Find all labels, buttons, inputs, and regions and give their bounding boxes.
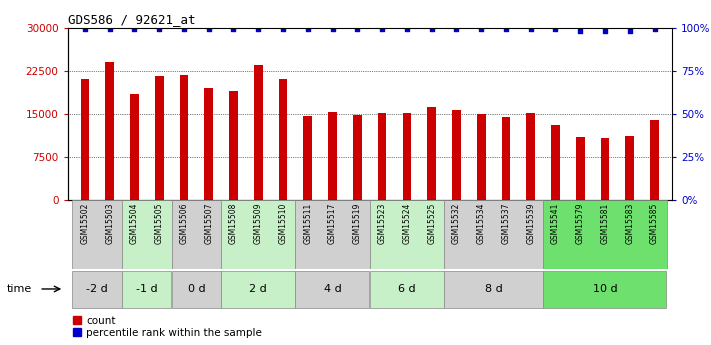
Bar xyxy=(171,271,220,308)
Bar xyxy=(378,113,387,200)
Text: GSM15532: GSM15532 xyxy=(452,203,461,244)
Text: GSM15534: GSM15534 xyxy=(476,203,486,244)
Text: GSM15579: GSM15579 xyxy=(576,203,584,244)
Point xyxy=(302,27,314,32)
Point xyxy=(426,27,437,32)
Text: GSM15581: GSM15581 xyxy=(601,203,609,244)
Bar xyxy=(130,94,139,200)
Point xyxy=(476,27,487,32)
Bar xyxy=(543,271,666,308)
Text: GSM15503: GSM15503 xyxy=(105,203,114,244)
Point xyxy=(550,27,561,32)
Point xyxy=(154,27,165,32)
Point xyxy=(203,27,215,32)
Point xyxy=(228,27,239,32)
Bar xyxy=(221,271,295,308)
Bar xyxy=(370,200,444,269)
Bar xyxy=(626,136,634,200)
Point xyxy=(376,27,387,32)
Bar xyxy=(221,200,295,269)
Point xyxy=(401,27,412,32)
Legend: count, percentile rank within the sample: count, percentile rank within the sample xyxy=(73,316,262,338)
Point xyxy=(352,27,363,32)
Text: GSM15539: GSM15539 xyxy=(526,203,535,244)
Bar xyxy=(444,271,542,308)
Point xyxy=(451,27,462,32)
Point xyxy=(129,27,140,32)
Text: 4 d: 4 d xyxy=(324,284,341,294)
Text: -2 d: -2 d xyxy=(87,284,108,294)
Bar xyxy=(180,75,188,200)
Bar xyxy=(502,117,510,200)
Bar xyxy=(122,200,171,269)
Bar xyxy=(576,137,584,200)
Bar xyxy=(80,79,89,200)
Bar xyxy=(155,77,164,200)
Text: 10 d: 10 d xyxy=(593,284,617,294)
Text: GSM15507: GSM15507 xyxy=(204,203,213,244)
Text: GSM15504: GSM15504 xyxy=(130,203,139,244)
Bar xyxy=(73,200,122,269)
Point xyxy=(277,27,289,32)
Bar xyxy=(122,271,171,308)
Point xyxy=(104,27,115,32)
Text: GSM15509: GSM15509 xyxy=(254,203,263,244)
Bar xyxy=(254,65,262,200)
Text: GSM15537: GSM15537 xyxy=(501,203,510,244)
Bar xyxy=(304,116,312,200)
Text: 2 d: 2 d xyxy=(250,284,267,294)
Bar xyxy=(204,88,213,200)
Bar xyxy=(105,62,114,200)
Text: GSM15525: GSM15525 xyxy=(427,203,436,244)
Text: 6 d: 6 d xyxy=(398,284,416,294)
Point xyxy=(79,27,90,32)
Bar xyxy=(651,120,659,200)
Bar xyxy=(444,200,543,269)
Text: GSM15506: GSM15506 xyxy=(179,203,188,244)
Text: GSM15523: GSM15523 xyxy=(378,203,387,244)
Text: GSM15505: GSM15505 xyxy=(155,203,164,244)
Point xyxy=(501,27,512,32)
Point xyxy=(599,28,611,34)
Text: GSM15583: GSM15583 xyxy=(625,203,634,244)
Bar xyxy=(279,79,287,200)
Bar xyxy=(353,115,362,200)
Text: GSM15519: GSM15519 xyxy=(353,203,362,244)
Text: time: time xyxy=(7,284,33,294)
Bar xyxy=(73,271,122,308)
Text: -1 d: -1 d xyxy=(136,284,158,294)
Point xyxy=(574,28,586,34)
Point xyxy=(525,27,536,32)
Bar xyxy=(328,112,337,200)
Bar xyxy=(551,125,560,200)
Bar xyxy=(402,113,411,200)
Bar xyxy=(295,200,370,269)
Bar xyxy=(452,110,461,200)
Bar xyxy=(601,138,609,200)
Text: GSM15585: GSM15585 xyxy=(650,203,659,244)
Text: 0 d: 0 d xyxy=(188,284,205,294)
Text: 8 d: 8 d xyxy=(485,284,503,294)
Text: GSM15524: GSM15524 xyxy=(402,203,412,244)
Text: GSM15510: GSM15510 xyxy=(279,203,287,244)
Bar xyxy=(171,200,221,269)
Text: GSM15541: GSM15541 xyxy=(551,203,560,244)
Point xyxy=(649,27,661,32)
Text: GSM15508: GSM15508 xyxy=(229,203,238,244)
Bar xyxy=(477,114,486,200)
Bar xyxy=(370,271,444,308)
Point xyxy=(252,27,264,32)
Text: GSM15502: GSM15502 xyxy=(80,203,90,244)
Bar xyxy=(229,91,237,200)
Text: GDS586 / 92621_at: GDS586 / 92621_at xyxy=(68,13,195,27)
Point xyxy=(178,27,190,32)
Text: GSM15517: GSM15517 xyxy=(328,203,337,244)
Point xyxy=(624,28,636,34)
Point xyxy=(327,27,338,32)
Bar xyxy=(427,107,436,200)
Text: GSM15511: GSM15511 xyxy=(304,203,312,244)
Bar xyxy=(526,113,535,200)
Bar xyxy=(543,200,667,269)
Bar xyxy=(295,271,369,308)
